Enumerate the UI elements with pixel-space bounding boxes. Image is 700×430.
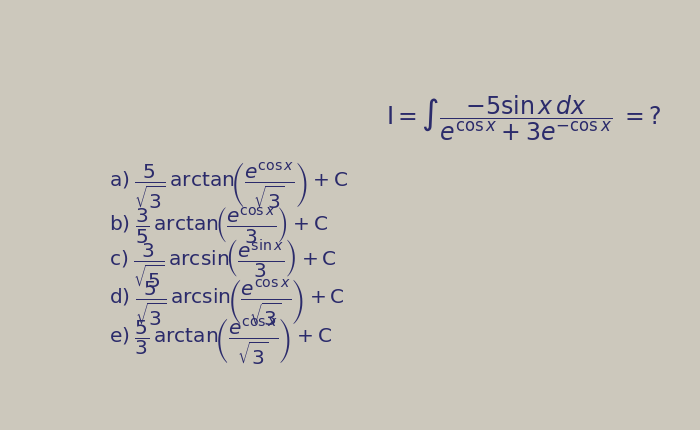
Text: $\mathrm{I} = \int \dfrac{-5\sin x\,dx}{e^{\cos x} + 3e^{-\cos x}}\;=?$: $\mathrm{I} = \int \dfrac{-5\sin x\,dx}{… [386, 93, 662, 143]
Text: $\mathrm{c)}\;\dfrac{3}{\sqrt{5}}\,\mathrm{arcsin}\!\left(\dfrac{e^{\sin x}}{3}\: $\mathrm{c)}\;\dfrac{3}{\sqrt{5}}\,\math… [109, 237, 337, 290]
Text: $\mathrm{e)}\;\dfrac{5}{3}\,\mathrm{arctan}\!\left(\dfrac{e^{\cos x}}{\sqrt{3}}\: $\mathrm{e)}\;\dfrac{5}{3}\,\mathrm{arct… [109, 317, 332, 367]
Text: $\mathrm{a)}\;\dfrac{5}{\sqrt{3}}\,\mathrm{arctan}\!\left(\dfrac{e^{\cos x}}{\sq: $\mathrm{a)}\;\dfrac{5}{\sqrt{3}}\,\math… [109, 161, 349, 211]
Text: $\mathrm{d)}\;\dfrac{5}{\sqrt{3}}\,\mathrm{arcsin}\!\left(\dfrac{e^{\cos x}}{\sq: $\mathrm{d)}\;\dfrac{5}{\sqrt{3}}\,\math… [109, 278, 345, 328]
Text: $\mathrm{b)}\;\dfrac{3}{5}\,\mathrm{arctan}\!\left(\dfrac{e^{\cos x}}{3}\right)+: $\mathrm{b)}\;\dfrac{3}{5}\,\mathrm{arct… [109, 205, 328, 245]
